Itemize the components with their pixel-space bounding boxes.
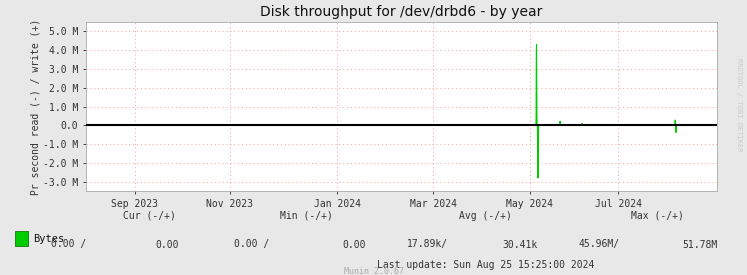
Text: Min (-/+): Min (-/+) xyxy=(280,211,332,221)
Text: 0.00: 0.00 xyxy=(343,240,366,249)
Text: 51.78M: 51.78M xyxy=(682,240,717,249)
Text: Cur (-/+): Cur (-/+) xyxy=(123,211,176,221)
Text: 30.41k: 30.41k xyxy=(503,240,538,249)
Title: Disk throughput for /dev/drbd6 - by year: Disk throughput for /dev/drbd6 - by year xyxy=(260,6,543,20)
Text: Last update: Sun Aug 25 15:25:00 2024: Last update: Sun Aug 25 15:25:00 2024 xyxy=(377,260,594,270)
Text: RRDTOOL / TOBI OETIKER: RRDTOOL / TOBI OETIKER xyxy=(736,58,742,151)
Text: 45.96M/: 45.96M/ xyxy=(579,240,620,249)
Text: 0.00: 0.00 xyxy=(156,240,179,249)
Text: 0.00 /: 0.00 / xyxy=(51,240,86,249)
Text: Max (-/+): Max (-/+) xyxy=(631,211,684,221)
Text: 0.00 /: 0.00 / xyxy=(234,240,269,249)
Text: Avg (-/+): Avg (-/+) xyxy=(459,211,512,221)
Text: Munin 2.0.67: Munin 2.0.67 xyxy=(344,267,403,275)
Text: 17.89k/: 17.89k/ xyxy=(407,240,448,249)
Text: Bytes: Bytes xyxy=(34,234,65,244)
Y-axis label: Pr second read (-) / write (+): Pr second read (-) / write (+) xyxy=(30,18,40,195)
